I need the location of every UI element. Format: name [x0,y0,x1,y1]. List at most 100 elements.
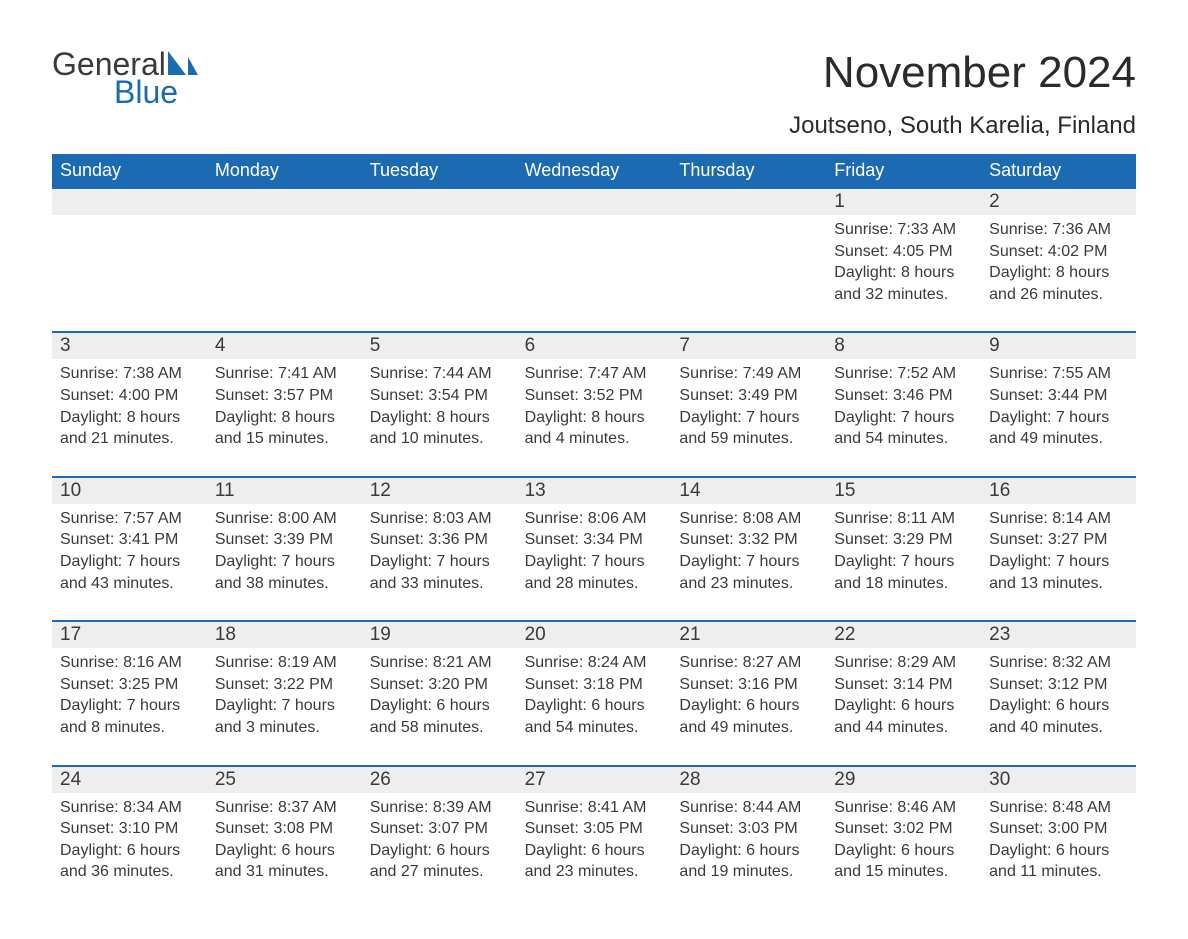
title-block: November 2024 Joutseno, South Karelia, F… [789,48,1136,140]
daylight-line-2: and 31 minutes. [215,861,354,883]
daylight-line-2: and 54 minutes. [834,428,973,450]
day-detail: Sunrise: 8:39 AMSunset: 3:07 PMDaylight:… [362,793,517,891]
sunset-line: Sunset: 3:14 PM [834,674,973,696]
day-detail-row: Sunrise: 7:33 AMSunset: 4:05 PMDaylight:… [52,215,1136,313]
daylight-line-2: and 33 minutes. [370,573,509,595]
day-number: 29 [826,767,981,793]
week-row: 24252627282930Sunrise: 8:34 AMSunset: 3:… [52,765,1136,891]
day-number: 4 [207,333,362,359]
sunset-line: Sunset: 3:00 PM [989,818,1128,840]
daylight-line-1: Daylight: 8 hours [834,262,973,284]
sunset-line: Sunset: 3:44 PM [989,385,1128,407]
day-number: 26 [362,767,517,793]
day-detail [52,215,207,313]
daylight-line-1: Daylight: 7 hours [215,695,354,717]
daylight-line-2: and 49 minutes. [679,717,818,739]
day-detail [671,215,826,313]
day-number: 2 [981,189,1136,215]
sunset-line: Sunset: 3:49 PM [679,385,818,407]
month-title: November 2024 [789,48,1136,98]
sunrise-line: Sunrise: 8:37 AM [215,797,354,819]
daylight-line-1: Daylight: 7 hours [989,407,1128,429]
day-detail-row: Sunrise: 7:57 AMSunset: 3:41 PMDaylight:… [52,504,1136,602]
sunset-line: Sunset: 3:32 PM [679,529,818,551]
sunset-line: Sunset: 3:54 PM [370,385,509,407]
daylight-line-1: Daylight: 8 hours [370,407,509,429]
sunrise-line: Sunrise: 7:55 AM [989,363,1128,385]
weekday-header-cell: Sunday [52,154,207,187]
sunset-line: Sunset: 3:10 PM [60,818,199,840]
day-number: 14 [671,478,826,504]
daylight-line-1: Daylight: 8 hours [525,407,664,429]
day-detail: Sunrise: 7:38 AMSunset: 4:00 PMDaylight:… [52,359,207,457]
day-detail: Sunrise: 8:11 AMSunset: 3:29 PMDaylight:… [826,504,981,602]
daylight-line-1: Daylight: 7 hours [370,551,509,573]
daynum-row: 3456789 [52,333,1136,359]
sunset-line: Sunset: 3:39 PM [215,529,354,551]
daylight-line-2: and 43 minutes. [60,573,199,595]
daylight-line-2: and 10 minutes. [370,428,509,450]
weekday-header-cell: Thursday [671,154,826,187]
daylight-line-2: and 32 minutes. [834,284,973,306]
day-detail: Sunrise: 7:49 AMSunset: 3:49 PMDaylight:… [671,359,826,457]
day-number: 12 [362,478,517,504]
daylight-line-1: Daylight: 7 hours [525,551,664,573]
sunrise-line: Sunrise: 8:19 AM [215,652,354,674]
day-number: 3 [52,333,207,359]
day-detail: Sunrise: 7:55 AMSunset: 3:44 PMDaylight:… [981,359,1136,457]
day-detail: Sunrise: 8:24 AMSunset: 3:18 PMDaylight:… [517,648,672,746]
sunrise-line: Sunrise: 8:34 AM [60,797,199,819]
daylight-line-1: Daylight: 6 hours [215,840,354,862]
weekday-header-cell: Monday [207,154,362,187]
sunset-line: Sunset: 3:03 PM [679,818,818,840]
day-number: 5 [362,333,517,359]
sunrise-line: Sunrise: 8:48 AM [989,797,1128,819]
sunrise-line: Sunrise: 7:38 AM [60,363,199,385]
daylight-line-1: Daylight: 7 hours [834,407,973,429]
day-detail: Sunrise: 7:44 AMSunset: 3:54 PMDaylight:… [362,359,517,457]
day-detail: Sunrise: 8:41 AMSunset: 3:05 PMDaylight:… [517,793,672,891]
day-detail: Sunrise: 8:48 AMSunset: 3:00 PMDaylight:… [981,793,1136,891]
daynum-row: 10111213141516 [52,478,1136,504]
week-row: 17181920212223Sunrise: 8:16 AMSunset: 3:… [52,620,1136,746]
sunset-line: Sunset: 3:25 PM [60,674,199,696]
daylight-line-1: Daylight: 7 hours [989,551,1128,573]
day-number: 15 [826,478,981,504]
sunset-line: Sunset: 3:29 PM [834,529,973,551]
daylight-line-2: and 28 minutes. [525,573,664,595]
day-detail: Sunrise: 8:08 AMSunset: 3:32 PMDaylight:… [671,504,826,602]
daylight-line-2: and 23 minutes. [525,861,664,883]
sunrise-line: Sunrise: 7:49 AM [679,363,818,385]
daylight-line-1: Daylight: 8 hours [215,407,354,429]
daylight-line-2: and 36 minutes. [60,861,199,883]
day-number: 17 [52,622,207,648]
sunrise-line: Sunrise: 7:52 AM [834,363,973,385]
daylight-line-1: Daylight: 6 hours [370,840,509,862]
sunset-line: Sunset: 3:52 PM [525,385,664,407]
daylight-line-1: Daylight: 6 hours [834,695,973,717]
daylight-line-2: and 49 minutes. [989,428,1128,450]
day-detail-row: Sunrise: 7:38 AMSunset: 4:00 PMDaylight:… [52,359,1136,457]
daylight-line-2: and 54 minutes. [525,717,664,739]
daylight-line-1: Daylight: 6 hours [834,840,973,862]
header: General Blue November 2024 Joutseno, Sou… [52,48,1136,140]
daylight-line-2: and 58 minutes. [370,717,509,739]
logo: General Blue [52,48,198,108]
sunset-line: Sunset: 3:36 PM [370,529,509,551]
sunrise-line: Sunrise: 7:57 AM [60,508,199,530]
sunset-line: Sunset: 3:05 PM [525,818,664,840]
weekday-header-row: SundayMondayTuesdayWednesdayThursdayFrid… [52,154,1136,187]
day-number: 30 [981,767,1136,793]
day-number: 18 [207,622,362,648]
daylight-line-1: Daylight: 7 hours [60,551,199,573]
day-number [52,189,207,215]
day-number: 1 [826,189,981,215]
day-number: 7 [671,333,826,359]
sunrise-line: Sunrise: 8:06 AM [525,508,664,530]
day-detail: Sunrise: 7:57 AMSunset: 3:41 PMDaylight:… [52,504,207,602]
daylight-line-1: Daylight: 6 hours [989,840,1128,862]
sunset-line: Sunset: 3:41 PM [60,529,199,551]
day-detail: Sunrise: 8:21 AMSunset: 3:20 PMDaylight:… [362,648,517,746]
sunset-line: Sunset: 3:27 PM [989,529,1128,551]
sunrise-line: Sunrise: 8:39 AM [370,797,509,819]
